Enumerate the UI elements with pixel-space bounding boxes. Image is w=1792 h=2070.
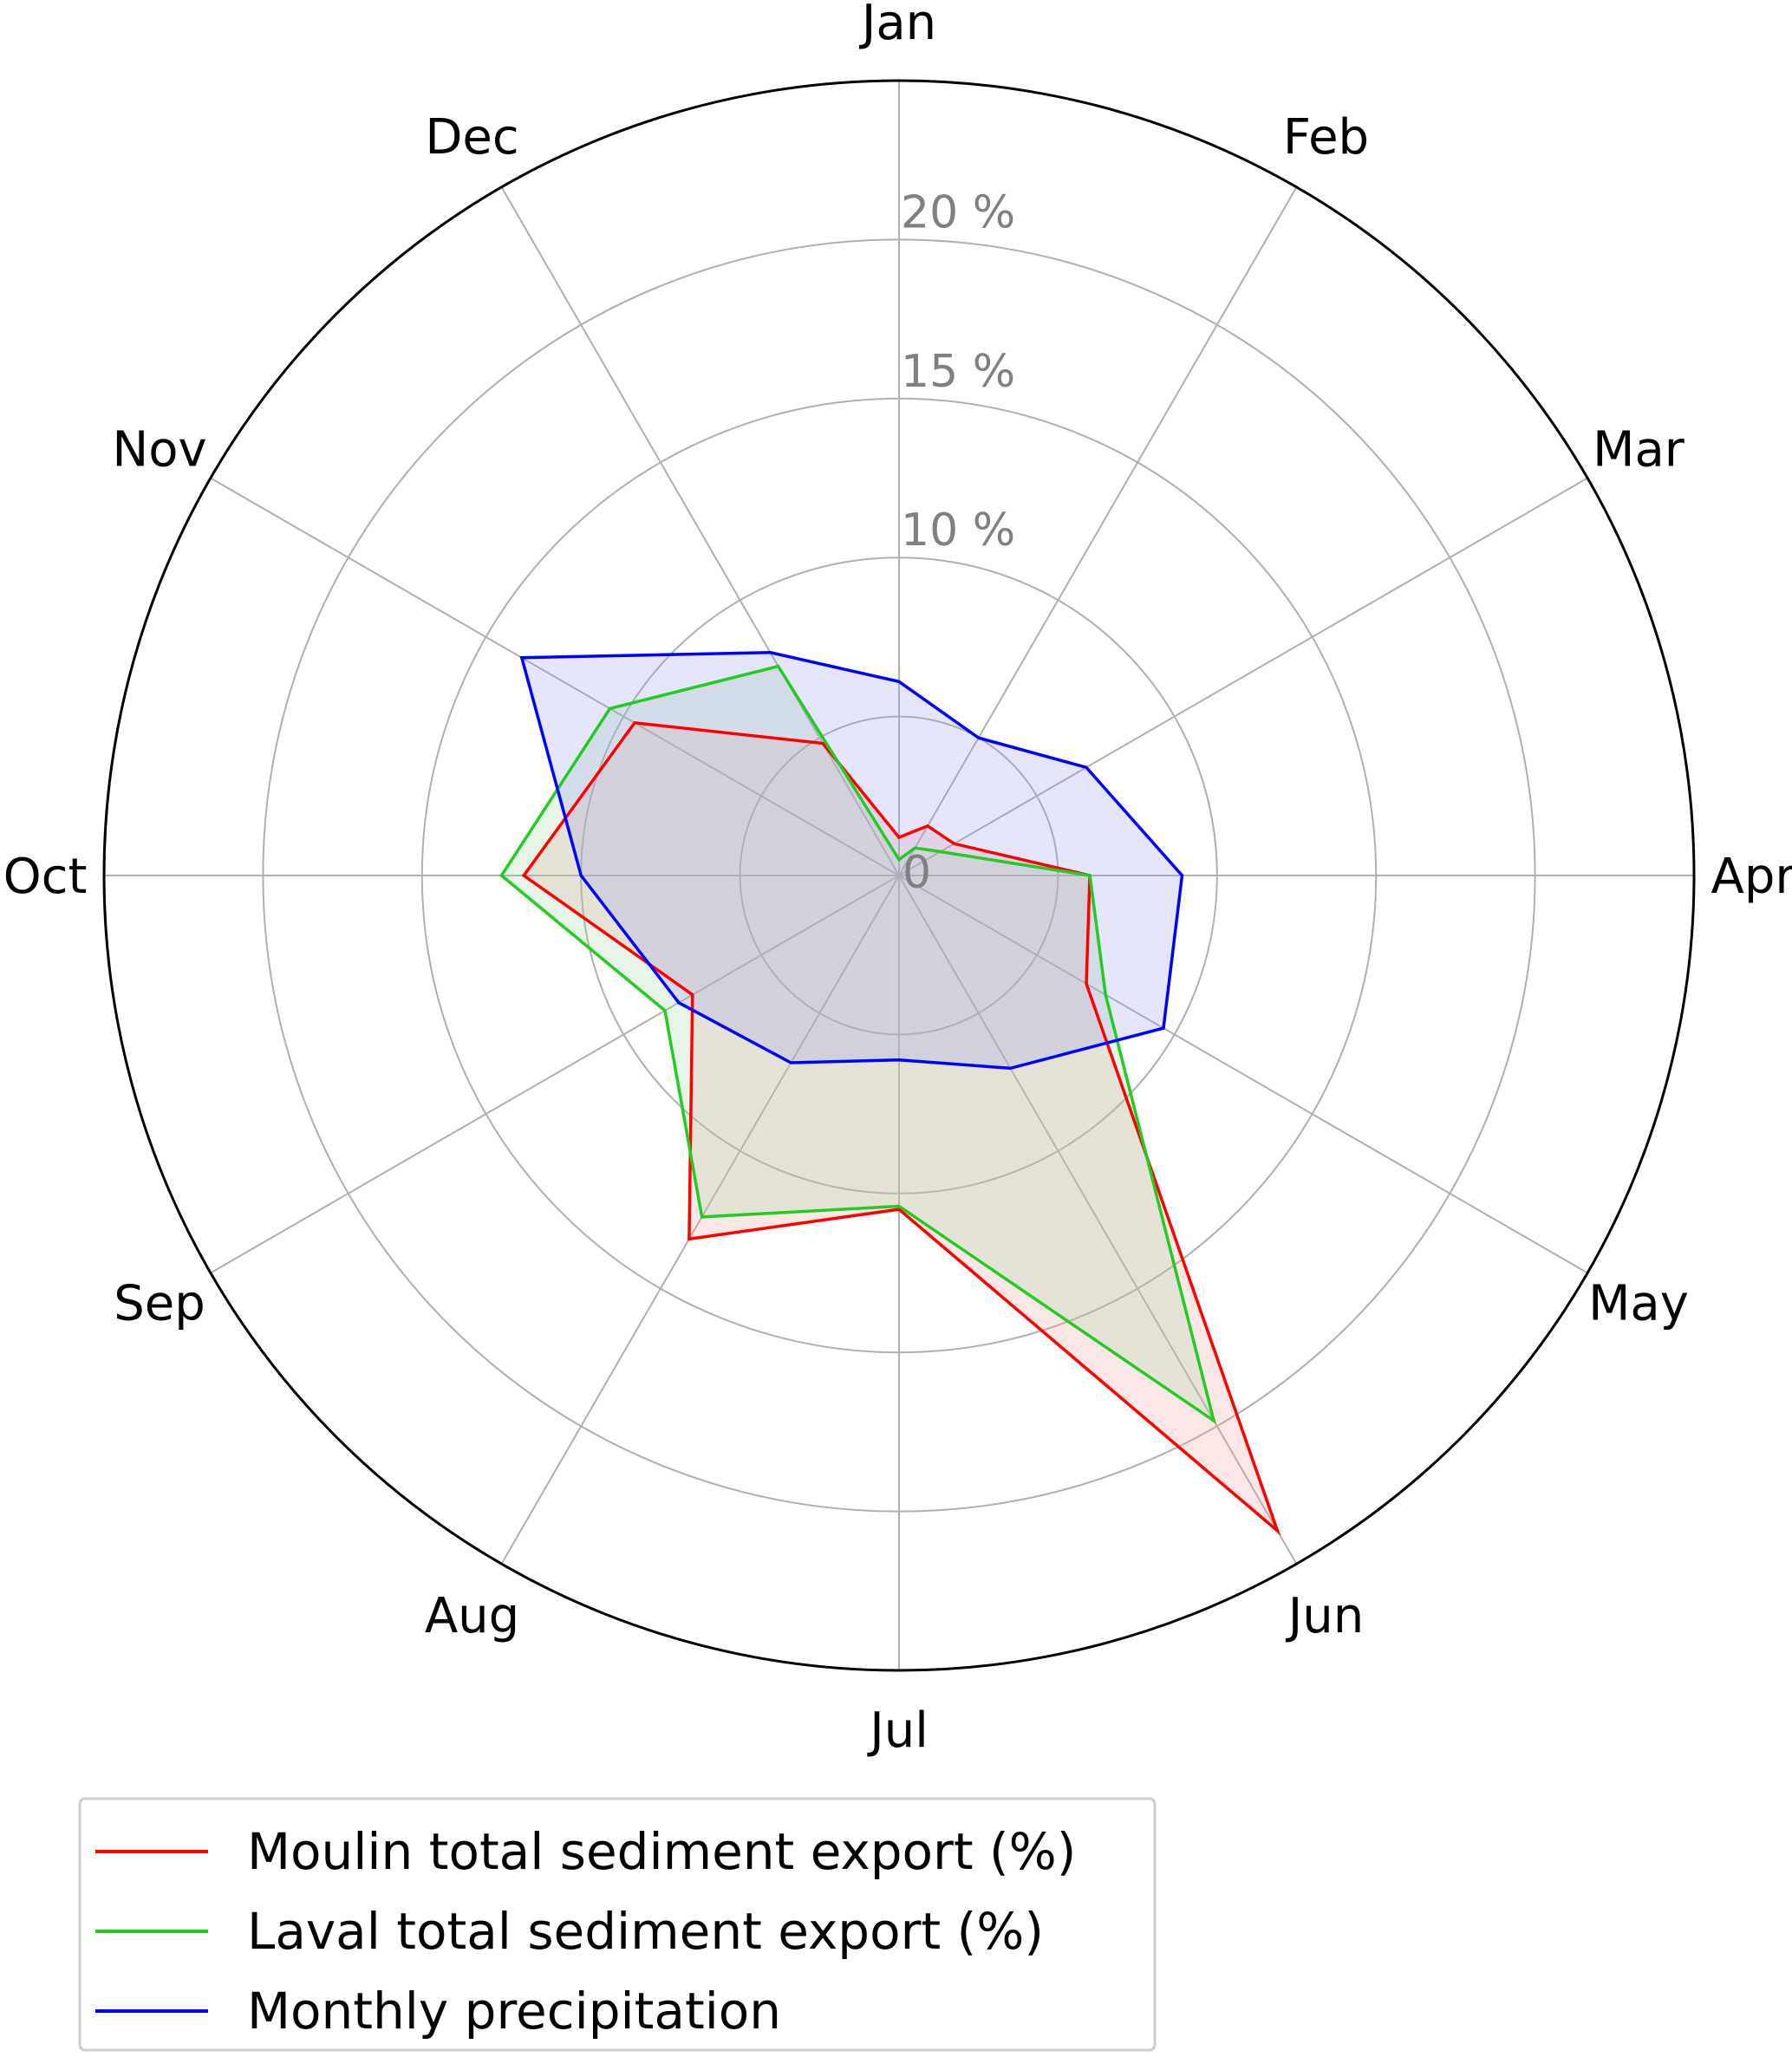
legend-label-1: Laval total sediment export (%) <box>247 1902 1044 1961</box>
ring-label-15: 15 % <box>901 346 1015 398</box>
legend-label-2: Monthly precipitation <box>247 1982 781 2041</box>
ring-label-20: 20 % <box>901 186 1015 238</box>
spoke-may <box>898 875 1588 1274</box>
month-label-aug: Aug <box>425 1588 519 1644</box>
spoke-jun <box>898 875 1298 1565</box>
legend-label-0: Moulin total sediment export (%) <box>247 1822 1076 1881</box>
polar-grid <box>104 81 1694 1670</box>
month-label-jul: Jul <box>867 1702 929 1759</box>
series-area-2 <box>521 652 1183 1069</box>
series-line-2 <box>519 650 1184 1071</box>
spoke-nov <box>210 477 900 876</box>
spoke-sep <box>210 875 900 1274</box>
series-layer <box>499 650 1281 1536</box>
series-line-1 <box>499 664 1216 1425</box>
month-label-nov: Nov <box>112 422 206 478</box>
spoke-mar <box>898 477 1588 876</box>
series-area-0 <box>524 722 1278 1531</box>
month-label-mar: Mar <box>1593 422 1685 478</box>
outer-circle <box>102 79 1696 1672</box>
spoke-aug <box>500 875 900 1565</box>
legend: Moulin total sediment export (%) Laval to… <box>78 1797 1157 2052</box>
ring-label-0: 0 <box>903 847 931 899</box>
month-label-jan: Jan <box>859 0 936 51</box>
ring-label-10: 10 % <box>901 504 1015 557</box>
month-label-oct: Oct <box>3 849 88 905</box>
month-label-sep: Sep <box>114 1276 205 1332</box>
axis-labels: Jan Feb Mar Apr May Jun Jul Aug Sep Oct Nov Dec 0 10 … <box>3 0 1792 1759</box>
series-line-0 <box>521 721 1281 1536</box>
legend-box <box>78 1797 1157 2052</box>
month-label-feb: Feb <box>1283 109 1369 166</box>
series-area-1 <box>501 666 1215 1421</box>
month-label-dec: Dec <box>425 109 518 166</box>
spoke-dec <box>500 186 900 876</box>
month-label-jun: Jun <box>1286 1588 1365 1644</box>
month-label-apr: Apr <box>1711 849 1792 905</box>
month-label-may: May <box>1588 1276 1689 1332</box>
spoke-feb <box>898 186 1298 876</box>
outer-frame <box>102 79 1696 1672</box>
